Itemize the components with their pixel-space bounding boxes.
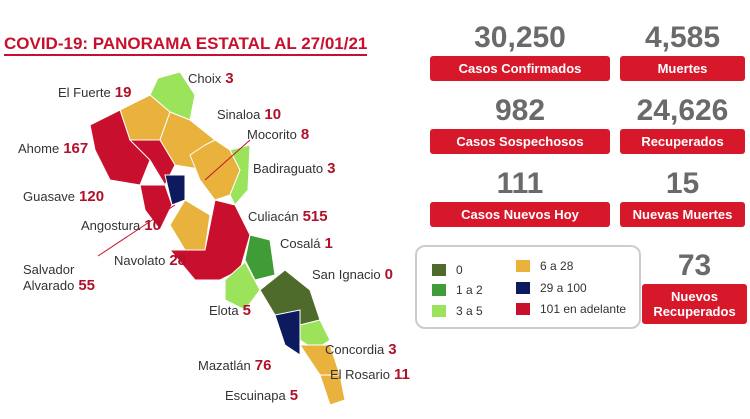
stat-value: 4,585	[644, 21, 721, 54]
municipality-label: Mocorito 8	[247, 126, 309, 143]
municipality-name: El Rosario	[330, 367, 390, 382]
stat-card: 24,626 Recuperados	[620, 95, 745, 154]
municipality-count: 5	[242, 302, 251, 319]
municipality-label: Badiraguato 3	[253, 160, 335, 177]
stat-label: Nuevas Muertes	[620, 202, 745, 227]
municipality-name: Culiacán	[248, 209, 299, 224]
municipality-name: Escuinapa	[225, 388, 286, 403]
stat-label: Nuevos Recuperados	[642, 284, 747, 324]
municipality-name: Salvador Alvarado	[23, 262, 75, 293]
municipality-count: 19	[114, 84, 132, 101]
stat-value: 982	[494, 94, 546, 127]
legend-label: 1 a 2	[456, 282, 483, 297]
municipality-count: 11	[393, 366, 410, 383]
municipality-name: Badiraguato	[253, 161, 324, 176]
legend-swatch	[432, 304, 446, 317]
municipality-name: Concordia	[325, 342, 385, 357]
municipality-label: Escuinapa 5	[225, 387, 298, 404]
stat-label: Casos Sospechosos	[430, 129, 610, 154]
municipality-label: Ahome 167	[18, 140, 88, 157]
stat-label: Casos Confirmados	[430, 56, 610, 81]
stat-value: 15	[665, 167, 700, 200]
municipality-name: El Fuerte	[58, 85, 111, 100]
municipality-label: Culiacán 515	[248, 208, 328, 225]
municipality-name: Sinaloa	[217, 107, 261, 122]
municipality-count: 3	[388, 341, 397, 358]
legend-item: 101 en adelante	[516, 301, 626, 316]
stat-label: Muertes	[620, 56, 745, 81]
legend-item: 0	[432, 262, 463, 277]
stat-label: Casos Nuevos Hoy	[430, 202, 610, 227]
municipality-count: 3	[225, 70, 234, 87]
municipality-count: 8	[300, 126, 310, 143]
stat-value: 24,626	[636, 94, 729, 127]
stat-value: 30,250	[474, 21, 566, 54]
legend-label: 3 a 5	[456, 303, 483, 318]
legend-swatch	[432, 283, 446, 296]
legend-item: 1 a 2	[432, 282, 483, 297]
municipality-label: San Ignacio 0	[312, 266, 393, 283]
stat-card: 982 Casos Sospechosos	[430, 95, 610, 154]
legend-swatch	[516, 259, 530, 272]
legend-item: 6 a 28	[516, 258, 573, 273]
stat-value: 73	[677, 249, 712, 282]
municipality-name: Angostura	[81, 218, 141, 233]
legend-label: 29 a 100	[540, 280, 587, 295]
municipality-count: 10	[264, 106, 282, 123]
legend-label: 6 a 28	[540, 258, 574, 273]
stat-card: 30,250 Casos Confirmados	[430, 22, 610, 81]
municipality-count: 120	[79, 188, 105, 205]
legend-swatch	[516, 302, 530, 315]
municipality-label: Mazatlán 76	[198, 357, 271, 374]
municipality-label: Navolato 28	[114, 252, 186, 269]
stat-value: 111	[496, 167, 544, 200]
municipality-count: 76	[254, 357, 272, 374]
municipality-count: 10	[144, 217, 161, 234]
municipality-name: Cosalá	[280, 236, 321, 251]
stat-label: Recuperados	[620, 129, 745, 154]
municipality-label: Concordia 3	[325, 341, 397, 358]
municipality-label: Angostura 10	[81, 217, 161, 234]
legend-label: 101 en adelante	[540, 301, 627, 316]
legend-item: 3 a 5	[432, 303, 483, 318]
municipality-name: Mocorito	[247, 127, 297, 142]
stat-card: 4,585 Muertes	[620, 22, 745, 81]
stat-card: 111 Casos Nuevos Hoy	[430, 168, 610, 227]
municipality-name: Navolato	[114, 253, 166, 268]
title: COVID-19: PANORAMA ESTATAL AL 27/01/21	[4, 34, 368, 56]
municipality-name: San Ignacio	[312, 267, 381, 282]
stat-card: 15 Nuevas Muertes	[620, 168, 745, 227]
municipality-label: Guasave 120	[23, 188, 104, 205]
municipality-name: Guasave	[23, 189, 76, 204]
municipality-name: Ahome	[18, 141, 60, 156]
municipality-label: El Fuerte 19	[58, 84, 131, 101]
municipality-name: Choix	[188, 71, 222, 86]
municipality-label: Cosalá 1	[280, 235, 333, 252]
municipality-label: Elota 5	[209, 302, 251, 319]
legend-label: 0	[456, 262, 463, 277]
municipality-count: 1	[324, 235, 333, 252]
municipality-count: 3	[327, 160, 336, 177]
stat-card: 73 Nuevos Recuperados	[642, 250, 747, 324]
municipality-count: 0	[384, 266, 394, 283]
municipality-count: 5	[289, 387, 299, 404]
municipality-label: Salvador Alvarado 55	[23, 262, 95, 294]
municipality-name: Elota	[209, 303, 239, 318]
municipality-count: 167	[63, 140, 89, 157]
municipality-label: Sinaloa 10	[217, 106, 281, 123]
municipality-label: El Rosario 11	[330, 366, 410, 383]
legend-swatch	[516, 281, 530, 294]
municipality-name: Mazatlán	[198, 358, 251, 373]
legend-item: 29 a 100	[516, 280, 587, 295]
legend-box	[415, 245, 641, 329]
legend-swatch	[432, 263, 446, 276]
municipality-count: 515	[302, 208, 328, 225]
municipality-count: 55	[78, 277, 95, 294]
municipality-label: Choix 3	[188, 70, 234, 87]
municipality-count: 28	[169, 252, 186, 269]
